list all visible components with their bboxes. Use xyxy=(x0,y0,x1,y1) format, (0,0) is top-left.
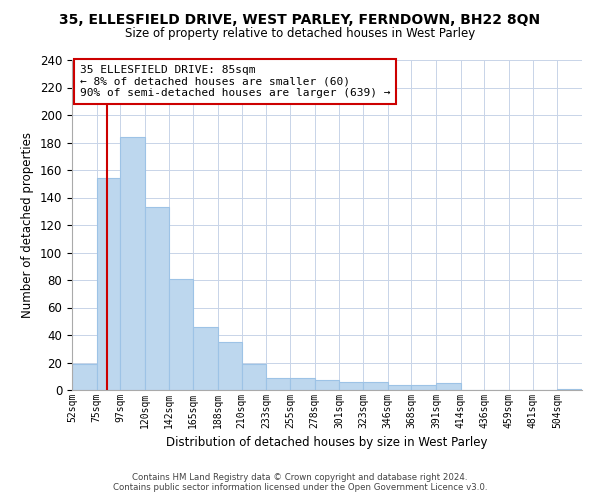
Bar xyxy=(557,388,582,390)
Bar xyxy=(145,207,169,390)
Y-axis label: Number of detached properties: Number of detached properties xyxy=(22,132,34,318)
Text: 35, ELLESFIELD DRIVE, WEST PARLEY, FERNDOWN, BH22 8QN: 35, ELLESFIELD DRIVE, WEST PARLEY, FERND… xyxy=(59,12,541,26)
Bar xyxy=(97,178,121,390)
Bar xyxy=(242,364,266,390)
Text: Size of property relative to detached houses in West Parley: Size of property relative to detached ho… xyxy=(125,28,475,40)
Text: 35 ELLESFIELD DRIVE: 85sqm
← 8% of detached houses are smaller (60)
90% of semi-: 35 ELLESFIELD DRIVE: 85sqm ← 8% of detac… xyxy=(80,65,390,98)
Bar xyxy=(290,378,314,390)
Bar xyxy=(363,382,388,390)
Bar xyxy=(218,342,242,390)
X-axis label: Distribution of detached houses by size in West Parley: Distribution of detached houses by size … xyxy=(166,436,488,450)
Bar xyxy=(314,380,340,390)
Bar xyxy=(411,384,436,390)
Bar xyxy=(436,383,461,390)
Bar xyxy=(72,364,97,390)
Bar xyxy=(121,137,145,390)
Bar xyxy=(388,384,411,390)
Text: Contains HM Land Registry data © Crown copyright and database right 2024.
Contai: Contains HM Land Registry data © Crown c… xyxy=(113,473,487,492)
Bar xyxy=(266,378,290,390)
Bar xyxy=(340,382,363,390)
Bar xyxy=(169,278,193,390)
Bar xyxy=(193,327,218,390)
